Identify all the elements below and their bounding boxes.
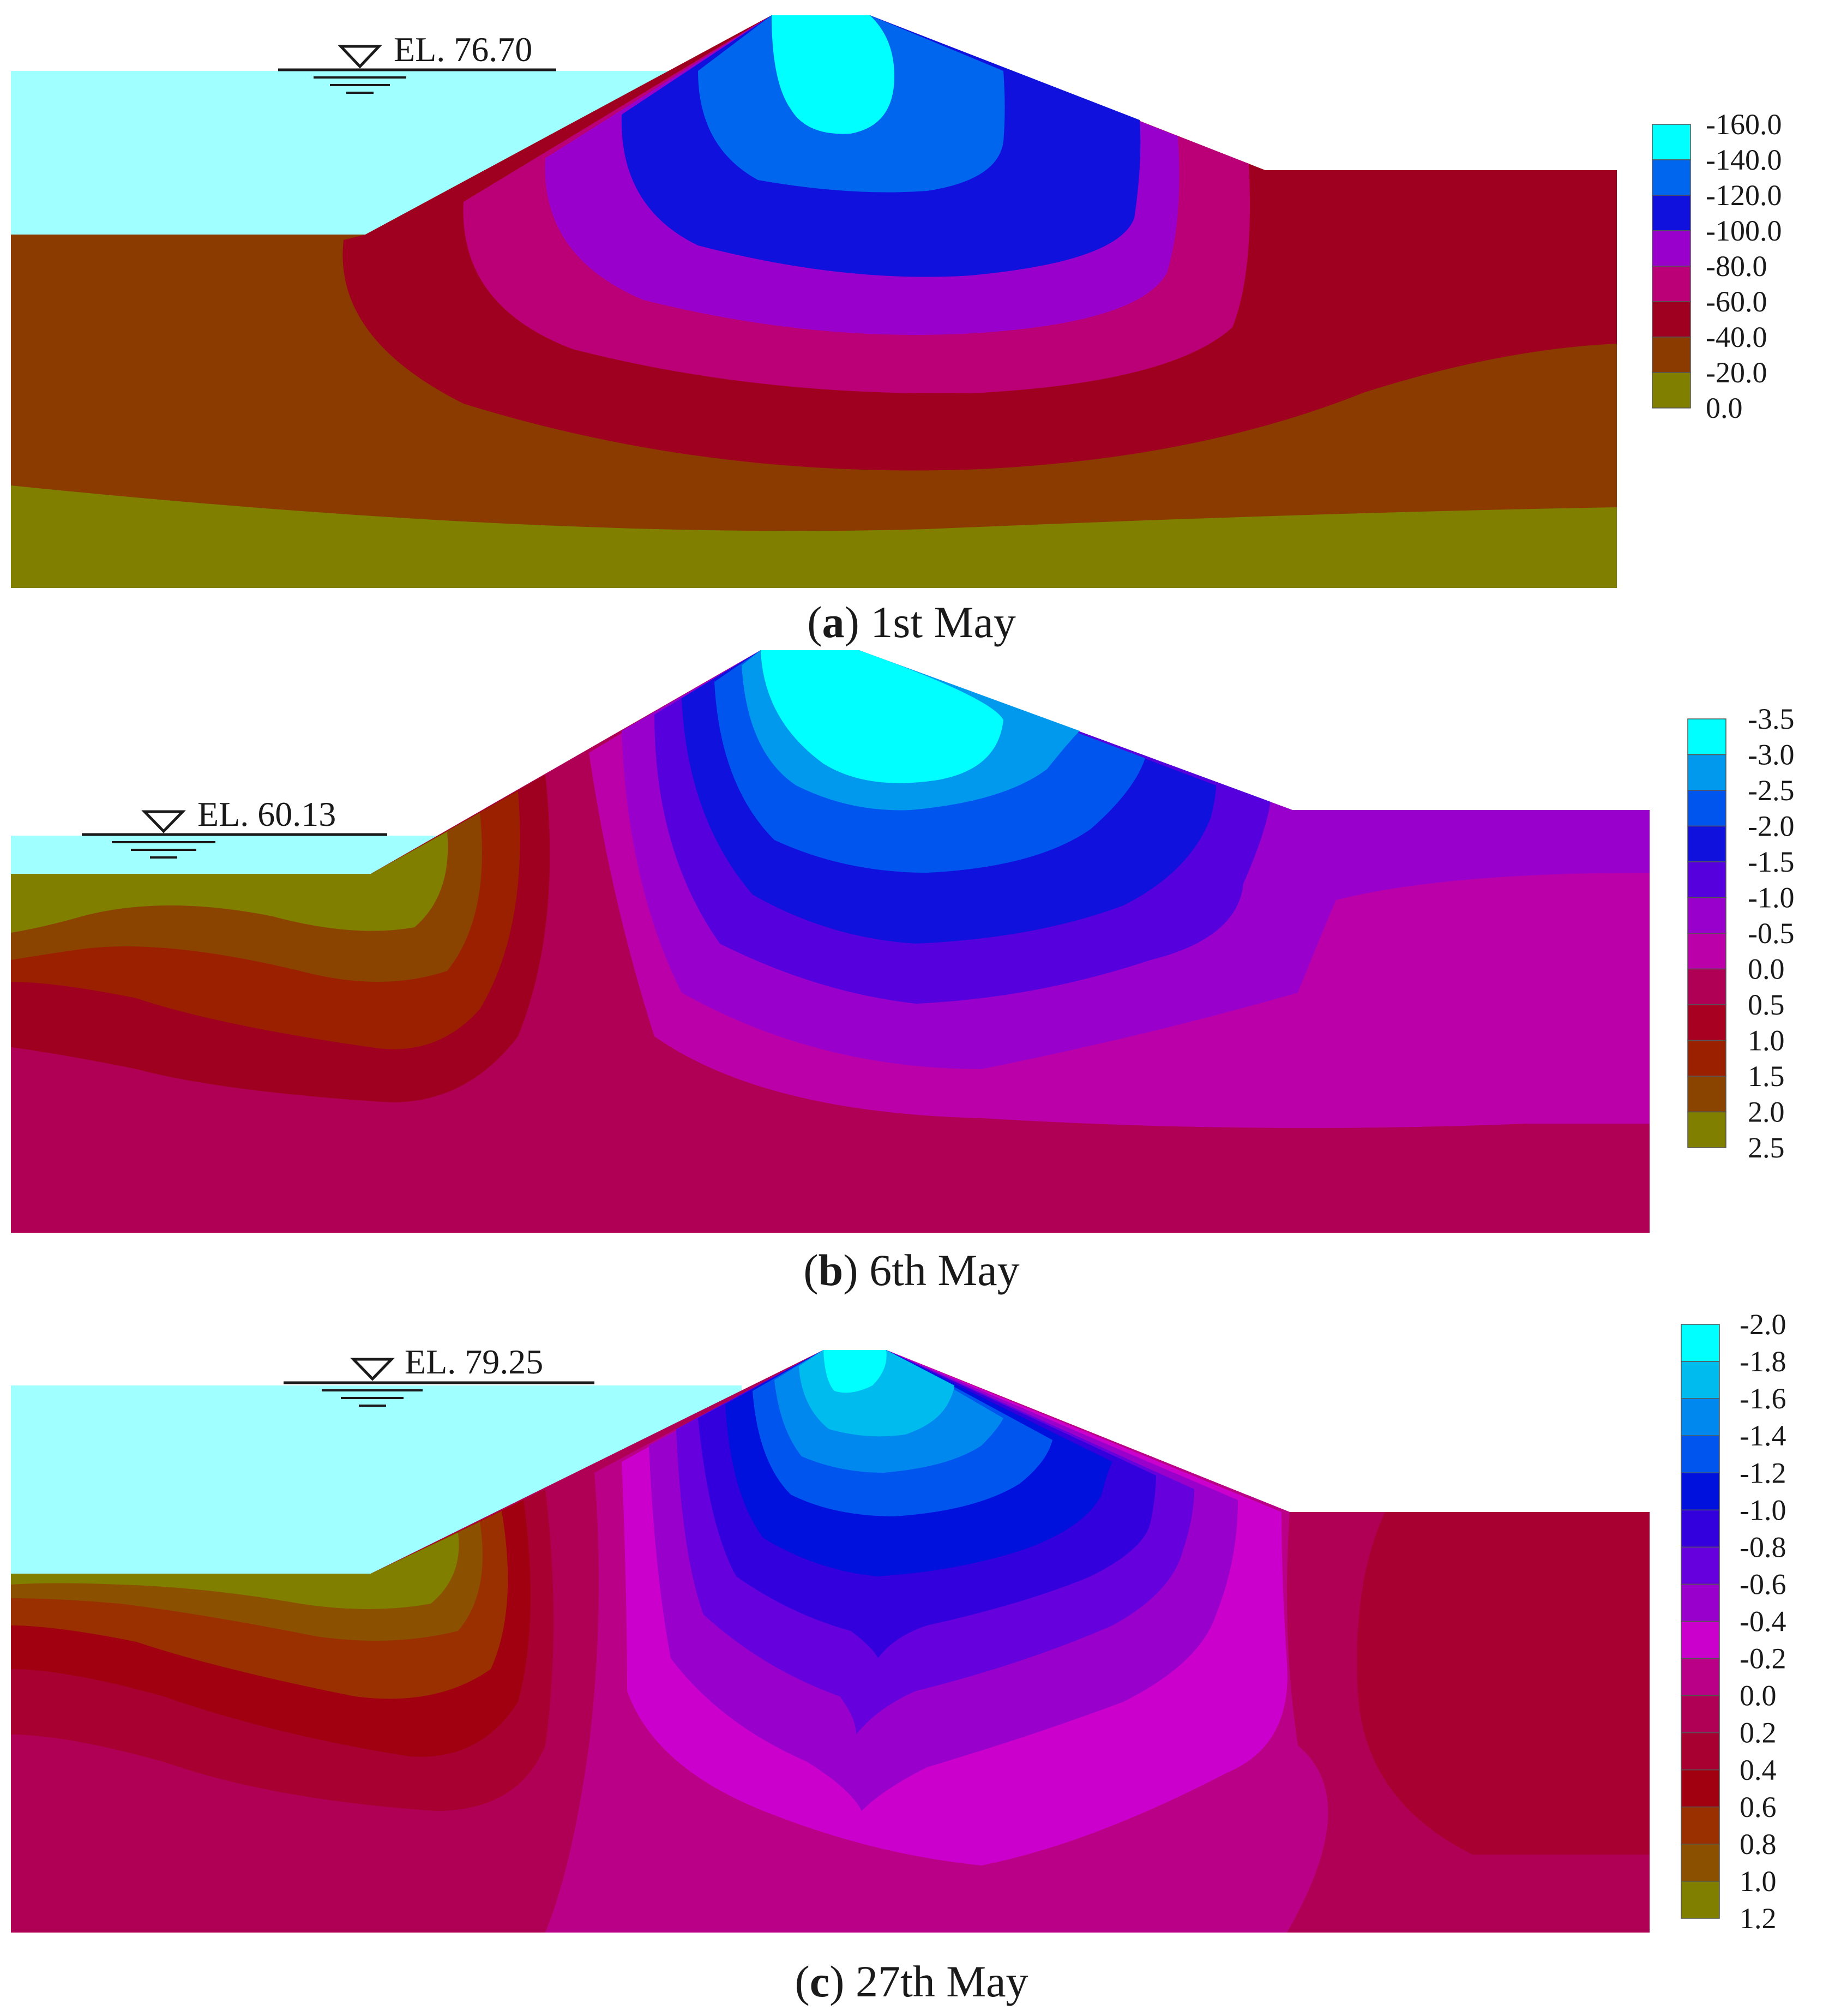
legend-c: -2.0 -1.8 -1.6 -1.4 -1.2 -1.0 -0.8 -0.6 -0.4 -0.2… bbox=[1681, 1308, 1786, 1935]
water-level-label-c: EL. 79.25 bbox=[405, 1342, 543, 1381]
caption-c: (c) 27th May bbox=[795, 1957, 1028, 2006]
contour-field-a bbox=[11, 15, 1617, 588]
legend-tick-label: 0.2 bbox=[1740, 1717, 1777, 1749]
legend-swatch bbox=[1681, 1881, 1720, 1919]
legend-tick-label: -1.8 bbox=[1740, 1345, 1786, 1378]
legend-swatch bbox=[1652, 301, 1691, 338]
water-level-label-a: EL. 76.70 bbox=[394, 30, 532, 69]
legend-tick-label: -40.0 bbox=[1706, 321, 1767, 353]
legend-swatch bbox=[1681, 1621, 1720, 1659]
legend-tick-label: 0.4 bbox=[1740, 1754, 1777, 1786]
legend-tick-label: -100.0 bbox=[1706, 214, 1782, 247]
legend-tick-label: -0.2 bbox=[1740, 1642, 1786, 1675]
legend-swatch bbox=[1687, 825, 1726, 862]
legend-tick-label: -0.8 bbox=[1740, 1531, 1786, 1563]
legend-tick-label: -2.5 bbox=[1748, 774, 1794, 807]
legend-swatch bbox=[1681, 1807, 1720, 1845]
legend-swatch bbox=[1687, 1040, 1726, 1077]
legend-tick-label: -1.6 bbox=[1740, 1382, 1786, 1415]
legend-swatch bbox=[1687, 861, 1726, 898]
legend-tick-label: 1.5 bbox=[1748, 1060, 1785, 1093]
legend-swatch bbox=[1652, 337, 1691, 373]
legend-tick-label: 0.0 bbox=[1706, 392, 1743, 424]
legend-tick-label: -3.5 bbox=[1748, 703, 1794, 735]
legend-swatch bbox=[1681, 1472, 1720, 1511]
legend-tick-label: -1.4 bbox=[1740, 1419, 1786, 1452]
legend-tick-label: 0.8 bbox=[1740, 1828, 1777, 1861]
legend-tick-label: -20.0 bbox=[1706, 356, 1767, 389]
legend-b: -3.5 -3.0-2.5-2.0-1.5-1.0-0.50.00.51.01.5… bbox=[1687, 703, 1794, 1164]
legend-swatch bbox=[1687, 1111, 1726, 1148]
legend-tick-label: 0.0 bbox=[1740, 1679, 1777, 1712]
legend-swatch bbox=[1652, 230, 1691, 267]
contour-field-c bbox=[11, 1350, 1650, 1933]
legend-tick-label: -0.5 bbox=[1748, 917, 1794, 950]
legend-tick-label: -120.0 bbox=[1706, 179, 1782, 212]
legend-tick-label: -1.5 bbox=[1748, 845, 1794, 878]
legend-swatch bbox=[1687, 790, 1726, 827]
legend-tick-label: -0.4 bbox=[1740, 1605, 1786, 1638]
legend-swatch bbox=[1681, 1658, 1720, 1696]
legend-swatch bbox=[1652, 195, 1691, 231]
legend-tick-label: 0.0 bbox=[1748, 953, 1785, 986]
legend-swatch bbox=[1681, 1546, 1720, 1585]
legend-swatch bbox=[1681, 1695, 1720, 1733]
legend-tick-label: -2.0 bbox=[1748, 810, 1794, 843]
legend-tick-label: -0.6 bbox=[1740, 1568, 1786, 1600]
legend-swatch bbox=[1687, 933, 1726, 970]
water-level-label-b: EL. 60.13 bbox=[197, 795, 336, 833]
legend-tick-label: -3.0 bbox=[1748, 739, 1794, 771]
legend-tick-label: 0.6 bbox=[1740, 1791, 1777, 1823]
legend-swatch bbox=[1681, 1732, 1720, 1771]
water-level-marker-a bbox=[278, 45, 556, 94]
caption-a: (a) 1st May bbox=[807, 597, 1016, 647]
legend-swatch bbox=[1681, 1398, 1720, 1436]
legend-swatch bbox=[1681, 1769, 1720, 1808]
legend-tick-label: 1.0 bbox=[1748, 1024, 1785, 1057]
legend-tick-label: -1.2 bbox=[1740, 1456, 1786, 1489]
legend-swatch bbox=[1687, 1076, 1726, 1113]
legend-tick-label: -60.0 bbox=[1706, 285, 1767, 318]
legend-tick-label: 1.0 bbox=[1740, 1865, 1777, 1898]
legend-tick-label: -1.0 bbox=[1748, 881, 1794, 914]
legend-tick-label: 0.5 bbox=[1748, 988, 1785, 1021]
caption-b: (b) 6th May bbox=[803, 1245, 1020, 1295]
legend-tick-label: 1.2 bbox=[1740, 1902, 1777, 1935]
legend-swatch bbox=[1652, 372, 1691, 409]
legend-swatch bbox=[1687, 754, 1726, 791]
legend-swatch bbox=[1681, 1361, 1720, 1399]
legend-swatch bbox=[1652, 124, 1691, 160]
legend-swatch bbox=[1687, 968, 1726, 1005]
water-level-marker-b bbox=[82, 810, 387, 859]
legend-tick-label: -160.0 bbox=[1706, 108, 1782, 141]
legend-swatch bbox=[1681, 1583, 1720, 1622]
legend-tick-label: 2.0 bbox=[1748, 1096, 1785, 1129]
reservoir-water bbox=[11, 836, 442, 874]
legend-swatch bbox=[1681, 1435, 1720, 1473]
legend-swatch bbox=[1681, 1844, 1720, 1882]
legend-tick-label: -2.0 bbox=[1740, 1308, 1786, 1341]
water-level-marker-c bbox=[284, 1358, 594, 1407]
legend-swatch bbox=[1687, 718, 1726, 755]
legend-swatch bbox=[1681, 1324, 1720, 1362]
legend-a: -160.0-140.0-120.0-100.0-80.0-60.0-40.0-… bbox=[1652, 108, 1782, 424]
legend-swatch bbox=[1681, 1509, 1720, 1548]
legend-tick-label: -140.0 bbox=[1706, 143, 1782, 176]
legend-tick-label: 2.5 bbox=[1748, 1131, 1785, 1164]
legend-swatch bbox=[1652, 159, 1691, 196]
legend-tick-label: -80.0 bbox=[1706, 250, 1767, 283]
legend-tick-label: -1.0 bbox=[1740, 1493, 1786, 1526]
contour-field-b bbox=[11, 650, 1650, 1233]
